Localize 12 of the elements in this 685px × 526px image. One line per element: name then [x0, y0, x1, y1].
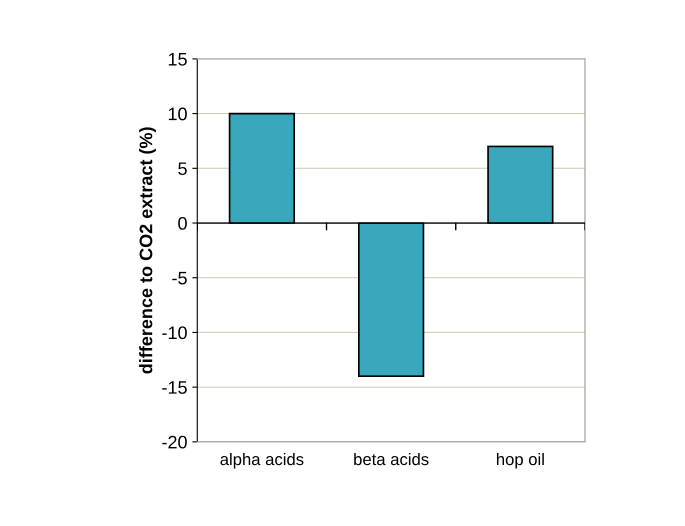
- y-tick-label: -20: [162, 436, 187, 449]
- y-tick-label: -5: [172, 272, 187, 284]
- y-tick-label: 5: [178, 162, 187, 176]
- y-axis-title: difference to CO2 extract (%): [139, 127, 156, 374]
- x-tick-label: alpha acids: [220, 452, 304, 468]
- y-tick-label: -15: [162, 381, 187, 394]
- y-tick-label: 10: [168, 108, 187, 120]
- x-tick-label: hop oil: [496, 452, 544, 468]
- x-tick-label: beta acids: [354, 452, 429, 466]
- y-tick-label: 15: [168, 53, 187, 66]
- y-tick-label: 0: [178, 216, 187, 230]
- y-tick-label: -10: [162, 326, 187, 340]
